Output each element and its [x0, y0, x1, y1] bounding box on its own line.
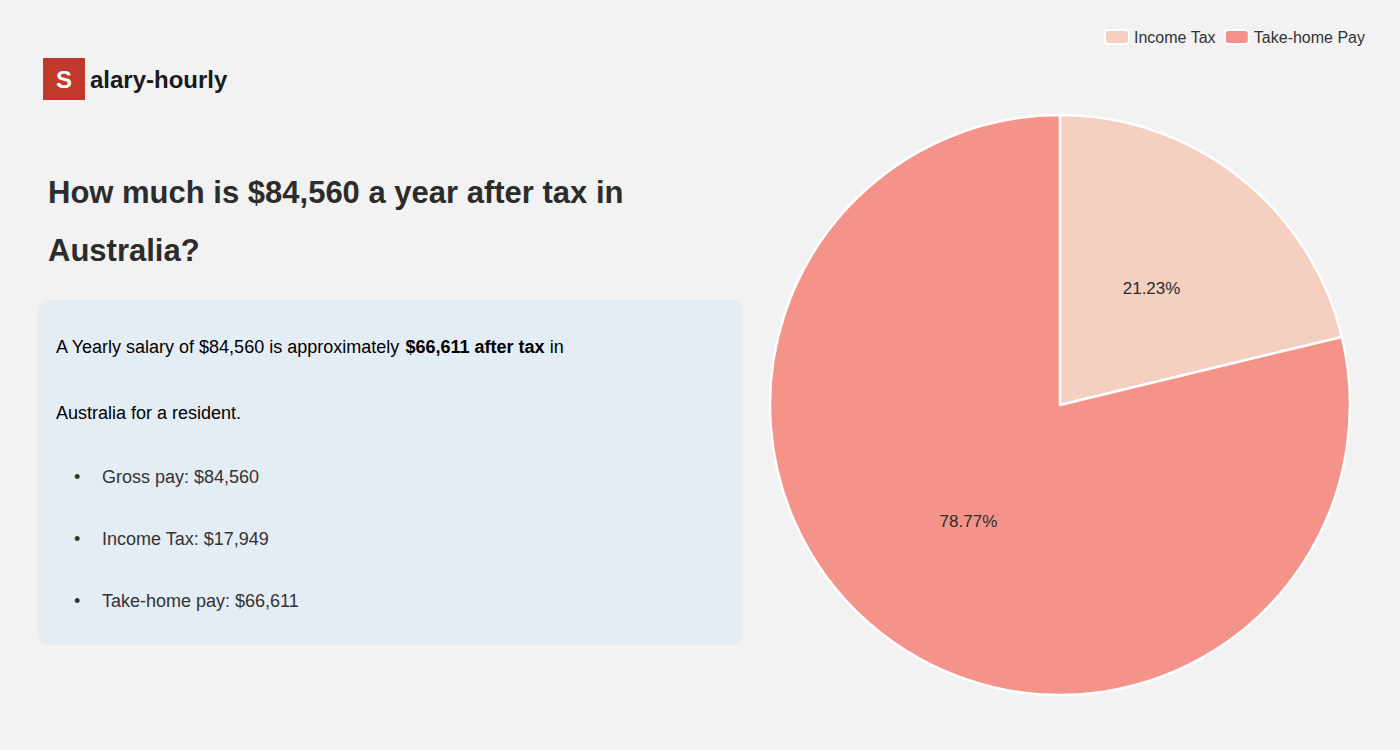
svg-text:How much is $84,560 a year aft: How much is $84,560 a year after tax in: [48, 175, 624, 210]
svg-text:21.23%: 21.23%: [1123, 279, 1181, 298]
svg-text:A Yearly salary of $84,560 is: A Yearly salary of $84,560 is approximat…: [56, 337, 404, 357]
svg-text:Take-home Pay: Take-home Pay: [1254, 29, 1365, 46]
svg-text:$66,611 after tax: $66,611 after tax: [406, 337, 545, 357]
svg-text:Take-home pay: $66,611: Take-home pay: $66,611: [102, 591, 299, 611]
svg-text:•: •: [74, 467, 80, 487]
svg-text:Australia for a resident.: Australia for a resident.: [56, 403, 241, 423]
svg-text:Gross pay: $84,560: Gross pay: $84,560: [102, 467, 259, 487]
svg-text:Australia?: Australia?: [48, 233, 200, 268]
svg-text:S: S: [56, 66, 72, 93]
svg-text:Income Tax: $17,949: Income Tax: $17,949: [102, 529, 269, 549]
svg-text:in: in: [545, 337, 564, 357]
svg-text:Income Tax: Income Tax: [1134, 29, 1216, 46]
svg-text:alary-hourly: alary-hourly: [90, 66, 228, 93]
svg-text:•: •: [74, 591, 80, 611]
svg-text:•: •: [74, 529, 80, 549]
svg-text:78.77%: 78.77%: [940, 512, 998, 531]
